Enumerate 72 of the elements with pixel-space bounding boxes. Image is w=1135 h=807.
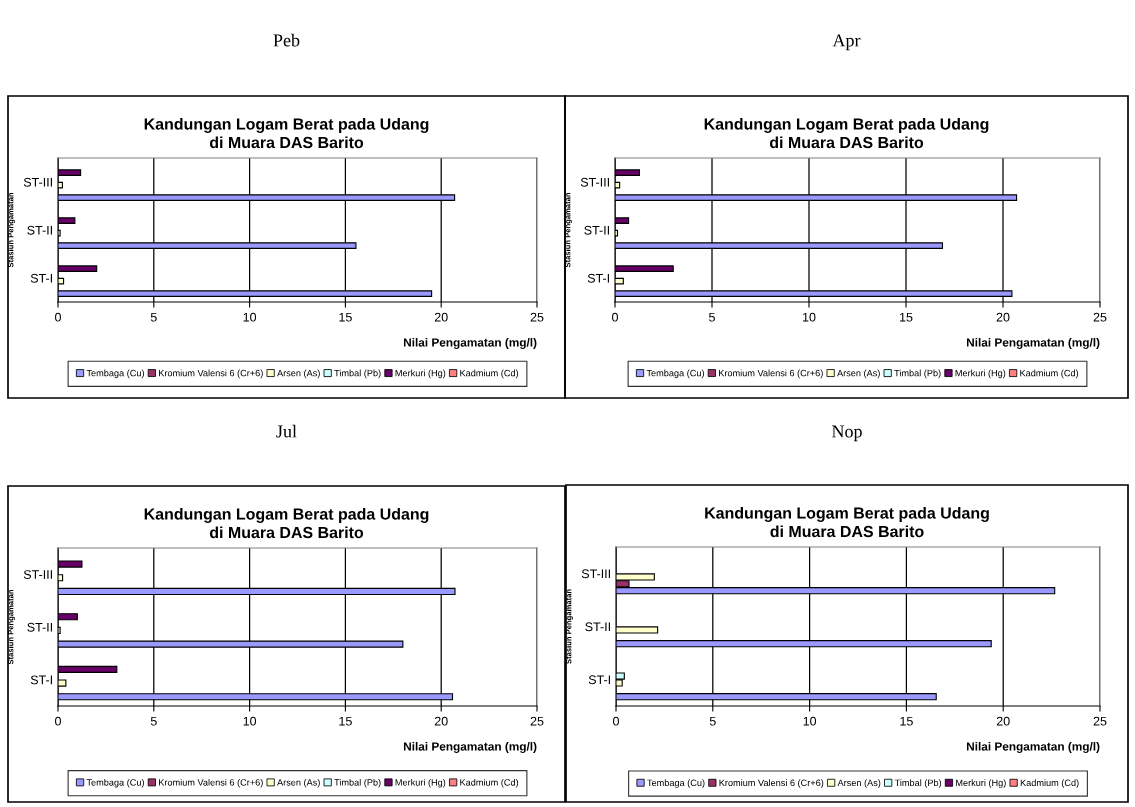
legend-label: Tembaga (Cu) <box>86 778 144 788</box>
x-tick-label: 0 <box>55 716 61 726</box>
chart-subtitle: Nop <box>831 425 862 442</box>
y-tick-label: ST-III <box>581 569 610 579</box>
x-tick-label: 20 <box>434 716 448 726</box>
x-tick-label: 20 <box>434 312 448 322</box>
legend-label: Kadmium (Cd) <box>460 778 519 788</box>
x-axis-title: Nilai Pengamatan (mg/l) <box>403 741 537 754</box>
y-tick-label: ST-I <box>30 273 52 283</box>
x-tick-label: 5 <box>709 716 716 726</box>
x-tick-label: 25 <box>1093 716 1107 726</box>
x-tick-label: 25 <box>530 312 544 322</box>
legend-label: Arsen (As) <box>837 779 881 788</box>
x-tick-label: 10 <box>803 716 817 726</box>
chart-title: Kandungan Logam Berat pada Udang di Muara DAS Barito <box>704 118 989 149</box>
y-tick-label: ST-I <box>587 273 609 283</box>
x-tick-label: 15 <box>900 716 913 726</box>
x-tick-label: 0 <box>612 312 618 322</box>
legend-label: Timbal (Pb) <box>894 369 941 379</box>
legend-label: Kromium Valensi 6 (Cr+6) <box>719 779 824 788</box>
x-tick-label: 5 <box>150 312 157 322</box>
x-tick-label: 25 <box>530 716 544 726</box>
y-tick-label: ST-I <box>588 675 610 685</box>
y-tick-label: ST-III <box>23 177 52 187</box>
x-tick-label: 15 <box>339 716 352 726</box>
y-tick-label: ST-II <box>27 225 52 235</box>
legend-label: Arsen (As) <box>277 369 320 379</box>
y-tick-label: ST-I <box>30 675 52 685</box>
chart-title: Kandungan Logam Berat pada Udang di Muara DAS Barito <box>705 507 989 538</box>
x-tick-label: 0 <box>613 716 619 726</box>
legend-label: Tembaga (Cu) <box>86 369 144 379</box>
legend-label: Timbal (Pb) <box>894 779 942 788</box>
chart-title: Kandungan Logam Berat pada Udang di Muara DAS Barito <box>144 508 429 539</box>
legend-label: Kromium Valensi 6 (Cr+6) <box>159 369 263 379</box>
x-axis-title: Nilai Pengamatan (mg/l) <box>966 741 1100 754</box>
chart-subtitle: Peb <box>273 33 300 47</box>
legend-label: Merkuri (Hg) <box>395 778 446 788</box>
legend-label: Tembaga (Cu) <box>647 779 705 788</box>
y-tick-label: ST-II <box>27 622 52 632</box>
legend-label: Tembaga (Cu) <box>646 369 704 379</box>
chart-subtitle: Apr <box>832 34 861 51</box>
legend-label: Kadmium (Cd) <box>460 369 519 379</box>
legend-label: Kromium Valensi 6 (Cr+6) <box>719 369 823 379</box>
legend-label: Arsen (As) <box>837 369 880 379</box>
legend-label: Merkuri (Hg) <box>395 369 446 379</box>
legend-label: Timbal (Pb) <box>334 778 381 788</box>
x-tick-label: 20 <box>996 716 1010 726</box>
chart-title: Kandungan Logam Berat pada Udang di Muara DAS Barito <box>144 118 429 149</box>
y-tick-label: ST-III <box>23 570 52 579</box>
legend-label: Arsen (As) <box>277 778 320 788</box>
y-tick-label: ST-II <box>585 622 610 632</box>
x-tick-label: 25 <box>1093 312 1107 322</box>
x-tick-label: 5 <box>150 716 157 726</box>
x-tick-label: 10 <box>243 312 257 322</box>
y-tick-label: ST-III <box>580 177 609 187</box>
x-tick-label: 5 <box>709 312 715 322</box>
legend-label: Kadmium (Cd) <box>1020 779 1079 788</box>
x-tick-label: 10 <box>243 716 257 726</box>
legend-label: Kromium Valensi 6 (Cr+6) <box>159 778 263 788</box>
x-axis-title: Nilai Pengamatan (mg/l) <box>403 337 537 350</box>
x-tick-label: 0 <box>55 312 61 322</box>
y-tick-label: ST-II <box>584 225 609 235</box>
x-axis-title: Nilai Pengamatan (mg/l) <box>966 337 1100 350</box>
x-tick-label: 15 <box>900 312 913 322</box>
chart-subtitle: Jul <box>276 424 297 438</box>
legend-label: Merkuri (Hg) <box>956 779 1006 788</box>
x-tick-label: 10 <box>803 312 816 322</box>
legend-label: Timbal (Pb) <box>334 369 381 379</box>
legend-label: Merkuri (Hg) <box>955 369 1006 379</box>
legend-label: Kadmium (Cd) <box>1020 369 1079 379</box>
x-tick-label: 20 <box>996 312 1010 322</box>
x-tick-label: 15 <box>339 312 352 322</box>
